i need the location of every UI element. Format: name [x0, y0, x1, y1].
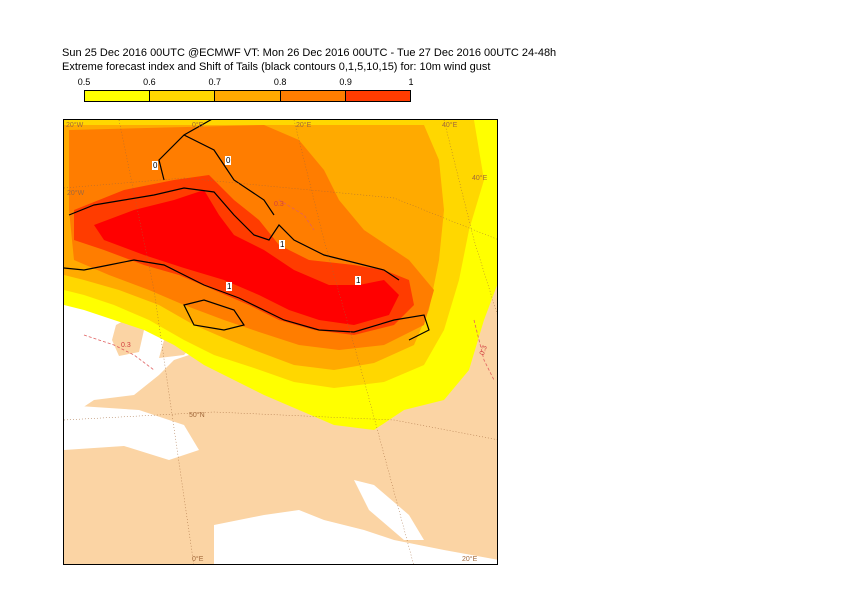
colorbar	[84, 90, 411, 102]
colorbar-segment	[280, 91, 346, 101]
efi-label-0.3b: 0.3	[274, 201, 284, 208]
grid-label-left-20w: 20°W	[67, 190, 85, 197]
colorbar-segment	[85, 91, 151, 101]
colorbar-tick-label: 0.8	[273, 77, 287, 87]
contour-label-1a: 1	[226, 282, 233, 291]
colorbar-segment	[215, 91, 281, 101]
contour-label-0b: 0	[225, 156, 232, 165]
grid-label-top-20e: 20°E	[296, 122, 312, 129]
chart-title-line-2: Extreme forecast index and Shift of Tail…	[62, 61, 491, 73]
colorbar-tick-label: 1	[408, 77, 414, 87]
chart-title-line-1: Sun 25 Dec 2016 00UTC @ECMWF VT: Mon 26 …	[62, 47, 557, 59]
efi-label-0.3a: 0.3	[121, 342, 131, 349]
sot-contour-0	[158, 120, 275, 216]
contour-label-1c: 1	[355, 276, 362, 285]
efi-region-1.0	[94, 190, 399, 325]
grid-label-top-40e: 40°E	[442, 122, 458, 129]
grid-label-bottom-0e: 0°E	[192, 556, 204, 563]
contour-label-1b: 1	[279, 240, 286, 249]
sot-contour-1b	[68, 187, 400, 281]
sea-mediterranean	[214, 510, 497, 564]
map-canvas	[64, 120, 497, 564]
contour-label-0a: 0	[152, 161, 159, 170]
graticule-lines	[64, 120, 497, 564]
sea-adriatic	[354, 480, 424, 540]
land-iberia	[64, 445, 224, 564]
efi-map: 20°W 0°E 20°E 40°E 20°W 40°E 50°N 0°E 20…	[63, 119, 498, 565]
colorbar-tick-label: 0.9	[339, 77, 352, 87]
grid-label-top-0e: 0°E	[192, 122, 204, 129]
grid-label-bottom-20e: 20°E	[462, 556, 478, 563]
grid-label-50n: 50°N	[189, 412, 205, 419]
sea-bay-of-biscay	[64, 405, 199, 460]
colorbar-segment	[150, 91, 216, 101]
sot-contour-1c	[183, 299, 245, 331]
colorbar-tick-label: 0.7	[208, 77, 222, 87]
colorbar-tick-label: 0.5	[77, 77, 91, 87]
colorbar-segment	[345, 91, 411, 101]
colorbar-tick-label: 0.6	[143, 77, 156, 87]
grid-label-top-20w: 20°W	[66, 122, 84, 129]
sot-contour-1	[64, 259, 430, 341]
grid-label-right-40e: 40°E	[472, 175, 488, 182]
efi-line-0.3	[83, 199, 495, 381]
